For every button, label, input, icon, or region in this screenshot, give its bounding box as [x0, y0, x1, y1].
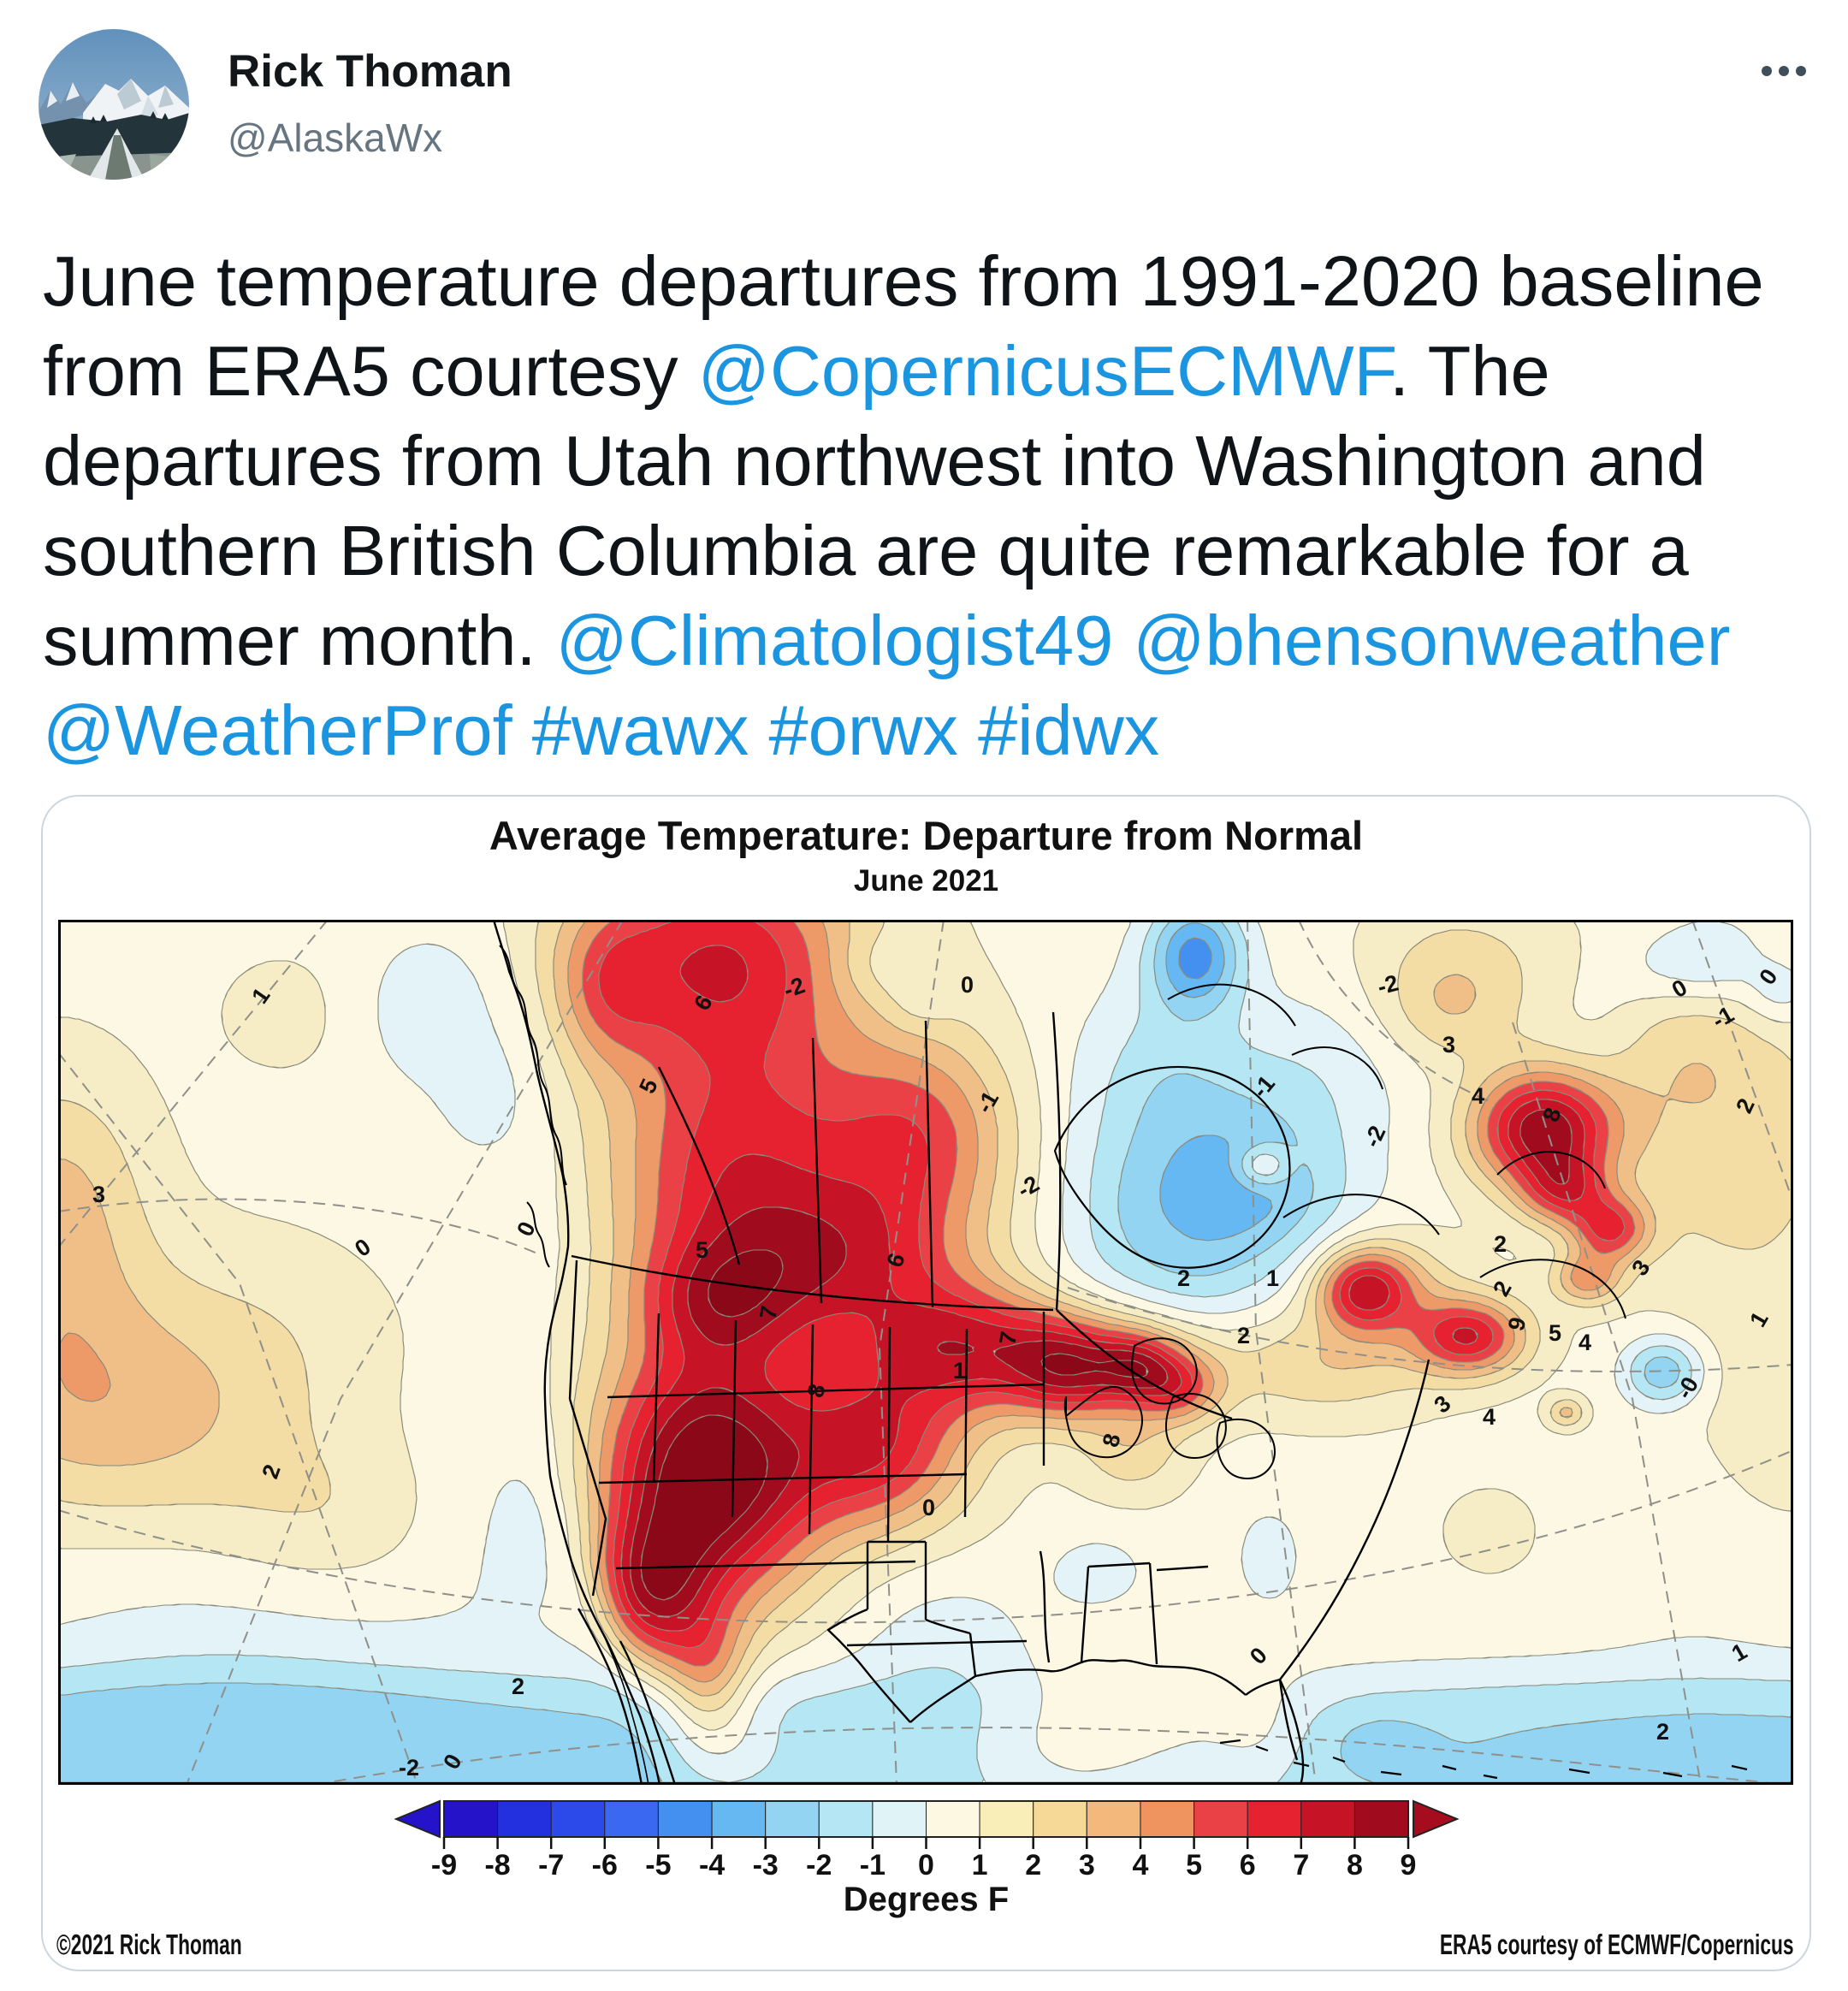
svg-text:7: 7: [755, 1304, 782, 1321]
svg-text:9: 9: [1503, 1314, 1531, 1333]
svg-text:3: 3: [1079, 1849, 1095, 1881]
svg-text:-4: -4: [699, 1849, 725, 1881]
svg-text:2: 2: [512, 1674, 524, 1699]
svg-text:4: 4: [1472, 1083, 1484, 1109]
svg-text:5: 5: [696, 1237, 708, 1263]
svg-text:2: 2: [1177, 1265, 1190, 1291]
svg-text:Degrees F: Degrees F: [844, 1881, 1009, 1918]
svg-text:-8: -8: [484, 1849, 510, 1881]
svg-text:1: 1: [1266, 1265, 1279, 1291]
svg-text:1: 1: [972, 1849, 988, 1881]
svg-text:3: 3: [92, 1182, 105, 1207]
svg-text:5: 5: [1186, 1849, 1202, 1881]
svg-text:2: 2: [1494, 1231, 1507, 1257]
svg-text:4: 4: [1578, 1330, 1591, 1355]
svg-text:2: 2: [1656, 1719, 1669, 1745]
svg-text:0: 0: [922, 1495, 935, 1520]
svg-text:-6: -6: [592, 1849, 618, 1881]
svg-text:-2: -2: [399, 1755, 419, 1781]
svg-text:8: 8: [1098, 1431, 1126, 1449]
svg-text:-5: -5: [645, 1849, 671, 1881]
svg-text:9: 9: [1401, 1849, 1417, 1881]
svg-text:2: 2: [1025, 1849, 1041, 1881]
svg-text:5: 5: [1549, 1320, 1561, 1346]
svg-text:-1: -1: [860, 1849, 886, 1881]
svg-text:8: 8: [803, 1381, 831, 1400]
svg-text:8: 8: [1347, 1849, 1363, 1881]
svg-text:-7: -7: [538, 1849, 564, 1881]
svg-text:3: 3: [1442, 1032, 1455, 1058]
svg-text:-3: -3: [753, 1849, 779, 1881]
svg-text:4: 4: [1133, 1849, 1149, 1881]
svg-text:7: 7: [994, 1330, 1022, 1347]
svg-text:0: 0: [961, 972, 974, 998]
svg-text:-9: -9: [431, 1849, 457, 1881]
svg-text:7: 7: [1293, 1849, 1309, 1881]
svg-text:0: 0: [918, 1849, 934, 1881]
svg-text:4: 4: [1483, 1404, 1496, 1430]
svg-text:2: 2: [1237, 1323, 1250, 1348]
svg-text:1: 1: [953, 1358, 966, 1384]
svg-text:6: 6: [1240, 1849, 1256, 1881]
svg-text:-2: -2: [806, 1849, 832, 1881]
